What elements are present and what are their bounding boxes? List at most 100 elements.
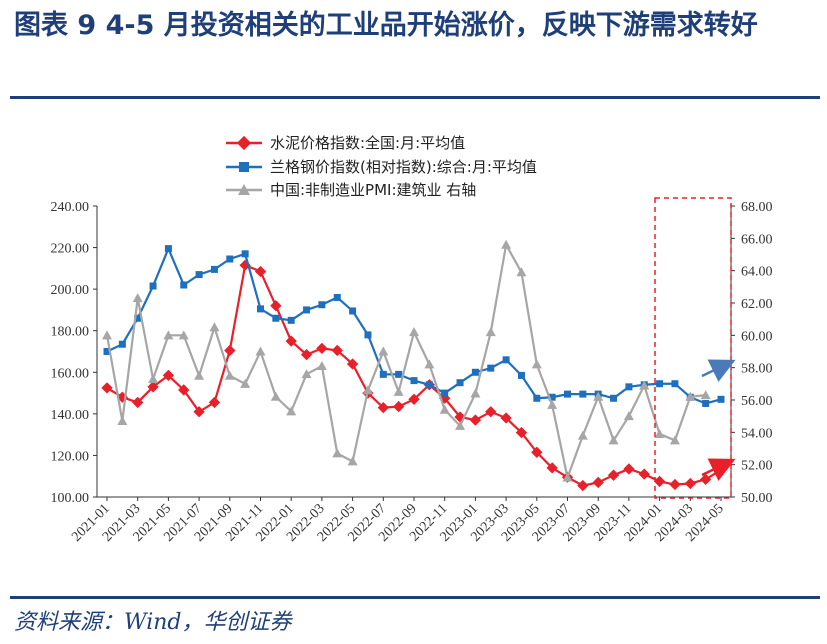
data-point-cement bbox=[101, 382, 113, 394]
data-point-pmi bbox=[455, 420, 466, 430]
data-point-cement bbox=[515, 426, 528, 439]
data-point-cement bbox=[653, 475, 666, 488]
data-point-cement bbox=[577, 479, 589, 492]
data-point-steel bbox=[395, 370, 403, 378]
data-point-pmi bbox=[593, 391, 604, 401]
data-point-cement bbox=[285, 335, 297, 347]
right-tick-label: 68.00 bbox=[741, 200, 773, 215]
data-point-steel bbox=[610, 394, 618, 402]
data-point-steel bbox=[671, 380, 679, 388]
data-point-cement bbox=[684, 477, 696, 490]
right-tick-label: 64.00 bbox=[741, 265, 773, 280]
data-point-cement bbox=[193, 406, 205, 418]
data-point-steel bbox=[564, 390, 571, 398]
data-point-steel bbox=[303, 306, 311, 314]
data-point-cement bbox=[392, 400, 405, 413]
source-note: 资料来源：Wind，华创证券 bbox=[14, 610, 292, 635]
data-point-pmi bbox=[501, 239, 512, 249]
data-point-cement bbox=[331, 344, 343, 357]
data-point-pmi bbox=[316, 361, 327, 371]
data-point-steel bbox=[164, 245, 172, 253]
data-point-steel bbox=[195, 271, 203, 279]
data-point-pmi bbox=[669, 435, 680, 445]
legend-label-cement: 水泥价格指数:全国:月:平均值 bbox=[270, 134, 465, 152]
left-tick-label: 120.00 bbox=[51, 449, 90, 464]
right-tick-label: 56.00 bbox=[741, 394, 773, 409]
data-point-steel bbox=[717, 395, 725, 403]
right-tick-label: 54.00 bbox=[741, 426, 773, 441]
data-point-steel bbox=[533, 394, 541, 402]
data-point-cement bbox=[132, 396, 144, 409]
data-point-cement bbox=[377, 401, 389, 414]
data-point-pmi bbox=[547, 399, 558, 409]
data-point-steel bbox=[425, 381, 433, 389]
data-point-pmi bbox=[608, 435, 619, 445]
chart-title: 图表 9 4-5 月投资相关的工业品开始涨价，反映下游需求转好 bbox=[14, 10, 758, 41]
data-point-pmi bbox=[209, 322, 220, 332]
data-point-cement bbox=[300, 348, 313, 361]
data-point-pmi bbox=[639, 380, 650, 390]
data-point-pmi bbox=[240, 378, 251, 388]
data-point-pmi bbox=[424, 359, 435, 369]
right-tick-label: 58.00 bbox=[741, 362, 773, 377]
data-point-cement bbox=[469, 414, 482, 426]
legend-item-cement: 水泥价格指数:全国:月:平均值 bbox=[226, 134, 465, 152]
left-tick-label: 140.00 bbox=[51, 408, 90, 423]
data-point-cement bbox=[546, 462, 558, 474]
data-point-pmi bbox=[102, 330, 112, 340]
legend: 水泥价格指数:全国:月:平均值 兰格钢价指数(相对指数):综合:月:平均值 中国… bbox=[226, 134, 537, 199]
data-point-steel bbox=[487, 364, 495, 372]
data-point-steel bbox=[517, 371, 525, 379]
left-tick-label: 180.00 bbox=[51, 325, 90, 340]
legend-label-pmi: 中国:非制造业PMI:建筑业 右轴 bbox=[270, 181, 476, 199]
data-point-pmi bbox=[301, 369, 312, 379]
left-tick-label: 160.00 bbox=[51, 366, 90, 381]
data-point-pmi bbox=[194, 370, 205, 380]
data-point-steel bbox=[441, 389, 449, 397]
highlight-box bbox=[654, 197, 732, 499]
data-point-steel bbox=[257, 305, 264, 313]
data-point-cement bbox=[270, 300, 282, 312]
data-point-pmi bbox=[148, 373, 159, 383]
data-point-cement bbox=[592, 476, 604, 489]
data-point-cement bbox=[500, 412, 512, 424]
data-point-steel bbox=[180, 281, 188, 289]
data-point-pmi bbox=[439, 404, 450, 414]
legend-label-steel: 兰格钢价指数(相对指数):综合:月:平均值 bbox=[270, 158, 537, 176]
data-point-pmi bbox=[224, 370, 235, 380]
data-point-cement bbox=[623, 463, 635, 475]
right-tick-label: 50.00 bbox=[741, 491, 773, 506]
data-point-cement bbox=[346, 358, 359, 370]
data-point-steel bbox=[456, 379, 464, 387]
data-point-cement bbox=[178, 384, 190, 396]
data-point-cement bbox=[254, 265, 267, 278]
data-point-pmi bbox=[255, 346, 266, 356]
data-point-pmi bbox=[562, 472, 573, 482]
data-point-steel bbox=[410, 377, 418, 385]
data-point-steel bbox=[548, 393, 556, 401]
data-point-steel bbox=[471, 368, 479, 376]
right-tick-label: 66.00 bbox=[741, 232, 773, 247]
data-point-cement bbox=[607, 469, 620, 481]
data-point-cement bbox=[531, 446, 543, 458]
data-point-pmi bbox=[409, 327, 419, 337]
data-point-steel bbox=[579, 390, 587, 398]
data-point-pmi bbox=[485, 327, 496, 337]
left-tick-label: 100.00 bbox=[51, 491, 90, 506]
data-point-pmi bbox=[117, 416, 128, 426]
data-point-steel bbox=[134, 314, 142, 322]
data-point-pmi bbox=[286, 406, 297, 416]
data-point-steel bbox=[118, 340, 126, 348]
data-point-cement bbox=[208, 396, 221, 409]
data-point-cement bbox=[224, 344, 236, 357]
plot-area bbox=[101, 239, 727, 492]
data-point-pmi bbox=[347, 456, 358, 466]
data-point-steel bbox=[287, 316, 295, 324]
data-point-pmi bbox=[332, 448, 343, 458]
data-point-cement bbox=[485, 406, 497, 418]
data-point-steel bbox=[103, 348, 111, 355]
data-point-cement bbox=[669, 478, 681, 491]
left-tick-label: 240.00 bbox=[51, 200, 90, 215]
data-point-pmi bbox=[516, 267, 527, 277]
data-point-pmi bbox=[163, 330, 174, 340]
